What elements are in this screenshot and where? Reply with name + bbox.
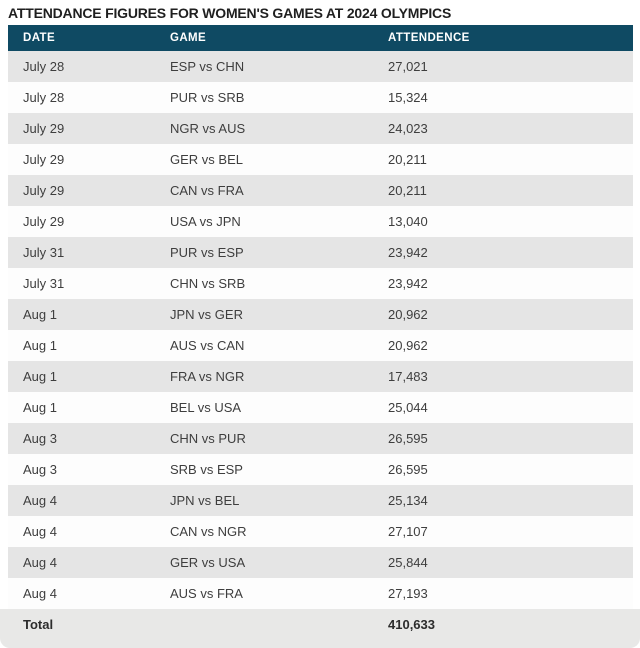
cell-game: AUS vs FRA (170, 586, 243, 601)
cell-attendance: 24,023 (388, 121, 428, 136)
table-row: Aug 4 JPN vs BEL 25,134 (8, 485, 633, 516)
cell-date: July 29 (23, 121, 65, 136)
cell-attendance: 26,595 (388, 462, 428, 477)
cell-date: July 31 (23, 276, 65, 291)
cell-date: Aug 1 (23, 338, 57, 353)
cell-game: ESP vs CHN (170, 59, 245, 74)
cell-game: AUS vs CAN (170, 338, 245, 353)
column-header-game: GAME (170, 32, 207, 44)
cell-game: CAN vs NGR (170, 524, 247, 539)
table-row: Aug 3 SRB vs ESP 26,595 (8, 454, 633, 485)
cell-attendance: 25,134 (388, 493, 428, 508)
cell-game: JPN vs BEL (170, 493, 240, 508)
table-footer: Total 410,633 (0, 609, 640, 648)
cell-date: July 29 (23, 183, 65, 198)
total-label: Total (23, 616, 54, 632)
table-row: Aug 4 CAN vs NGR 27,107 (8, 516, 633, 547)
cell-attendance: 25,844 (388, 555, 428, 570)
table-row: July 31 PUR vs ESP 23,942 (8, 237, 633, 268)
cell-date: July 29 (23, 152, 65, 167)
cell-game: PUR vs ESP (170, 245, 244, 260)
cell-attendance: 25,044 (388, 400, 428, 415)
table-row: Aug 3 CHN vs PUR 26,595 (8, 423, 633, 454)
table-row: July 29 GER vs BEL 20,211 (8, 144, 633, 175)
cell-attendance: 27,107 (388, 524, 428, 539)
cell-attendance: 13,040 (388, 214, 428, 229)
cell-attendance: 23,942 (388, 276, 428, 291)
table-row: Aug 1 JPN vs GER 20,962 (8, 299, 633, 330)
table-row: Aug 4 AUS vs FRA 27,193 (8, 578, 633, 609)
cell-attendance: 15,324 (388, 90, 428, 105)
cell-attendance: 23,942 (388, 245, 428, 260)
cell-date: Aug 1 (23, 307, 57, 322)
cell-game: CHN vs PUR (170, 431, 246, 446)
cell-game: BEL vs USA (170, 400, 242, 415)
cell-date: July 28 (23, 90, 65, 105)
cell-game: PUR vs SRB (170, 90, 245, 105)
attendance-table: DATE GAME ATTENDENCE July 28 ESP vs CHN … (0, 25, 640, 648)
table-row: Aug 1 BEL vs USA 25,044 (8, 392, 633, 423)
column-header-date: DATE (23, 32, 56, 44)
cell-game: FRA vs NGR (170, 369, 245, 384)
cell-game: GER vs USA (170, 555, 246, 570)
cell-attendance: 20,211 (388, 183, 427, 198)
table-row: Aug 1 FRA vs NGR 17,483 (8, 361, 633, 392)
cell-date: Aug 1 (23, 369, 57, 384)
cell-attendance: 20,962 (388, 338, 428, 353)
page-title: ATTENDANCE FIGURES FOR WOMEN'S GAMES AT … (8, 5, 452, 21)
cell-attendance: 27,021 (388, 59, 428, 74)
cell-game: SRB vs ESP (170, 462, 243, 477)
cell-game: CAN vs FRA (170, 183, 244, 198)
table-row: July 29 USA vs JPN 13,040 (8, 206, 633, 237)
table-body: July 28 ESP vs CHN 27,021 July 28 PUR vs… (0, 51, 640, 609)
table-row: July 28 PUR vs SRB 15,324 (8, 82, 633, 113)
table-row: July 29 CAN vs FRA 20,211 (8, 175, 633, 206)
total-value: 410,633 (388, 616, 435, 632)
cell-attendance: 20,211 (388, 152, 427, 167)
cell-date: July 31 (23, 245, 65, 260)
cell-date: Aug 4 (23, 493, 57, 508)
total-row: Total 410,633 (8, 609, 633, 639)
cell-attendance: 20,962 (388, 307, 428, 322)
cell-date: Aug 4 (23, 524, 57, 539)
cell-game: USA vs JPN (170, 214, 241, 229)
table-row: Aug 1 AUS vs CAN 20,962 (8, 330, 633, 361)
cell-date: Aug 4 (23, 555, 57, 570)
cell-game: NGR vs AUS (170, 121, 246, 136)
table-row: July 29 NGR vs AUS 24,023 (8, 113, 633, 144)
cell-game: CHN vs SRB (170, 276, 246, 291)
column-header-attendence: ATTENDENCE (388, 32, 470, 44)
table-row: July 28 ESP vs CHN 27,021 (8, 51, 633, 82)
cell-date: Aug 4 (23, 586, 57, 601)
cell-game: GER vs BEL (170, 152, 243, 167)
table-row: Aug 4 GER vs USA 25,844 (8, 547, 633, 578)
cell-attendance: 27,193 (388, 586, 428, 601)
cell-date: July 29 (23, 214, 65, 229)
table-row: July 31 CHN vs SRB 23,942 (8, 268, 633, 299)
cell-game: JPN vs GER (170, 307, 243, 322)
cell-attendance: 17,483 (388, 369, 428, 384)
cell-date: Aug 3 (23, 462, 57, 477)
cell-date: Aug 1 (23, 400, 57, 415)
cell-date: July 28 (23, 59, 65, 74)
table-header-row: DATE GAME ATTENDENCE (8, 25, 633, 51)
cell-date: Aug 3 (23, 431, 57, 446)
cell-attendance: 26,595 (388, 431, 428, 446)
